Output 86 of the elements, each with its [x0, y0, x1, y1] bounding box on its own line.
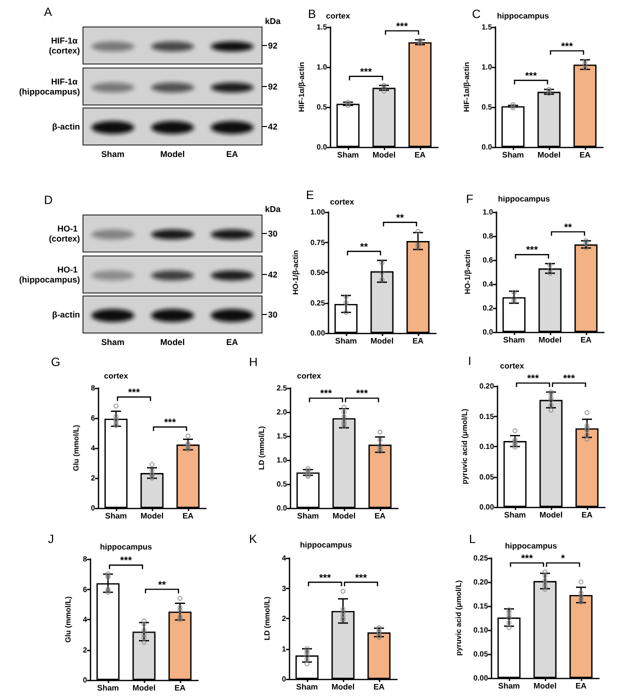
category-label: HIF-1α (cortex) — [48, 36, 80, 56]
x-tick-label: Sham — [297, 512, 319, 520]
annotation: ** — [158, 580, 166, 591]
annotation: *** — [396, 21, 408, 32]
x-tick-label: EA — [174, 684, 186, 692]
category-label: β-actin — [52, 122, 80, 132]
category-label: 92 — [268, 82, 278, 92]
annotation: *** — [128, 388, 140, 398]
chart-subtitle: hippocampus — [497, 12, 550, 20]
chart-subtitle: hippocampus — [300, 540, 353, 550]
category-label: HO-1 (cortex) — [48, 224, 80, 244]
x-tick-label: Sham — [504, 510, 526, 520]
chart-subtitle: cortex — [104, 372, 129, 380]
chart-subtitle: cortex — [330, 198, 355, 206]
annotation: *** — [360, 66, 372, 78]
x-tick-label: EA — [182, 512, 194, 520]
text: *** — [527, 374, 539, 385]
category-label: β-actin — [52, 310, 80, 320]
category-label: 92 — [268, 40, 278, 50]
chart-title: C — [472, 7, 481, 21]
category-label: 42 — [268, 270, 278, 280]
chart-subtitle: cortex — [297, 372, 322, 380]
chart-subtitle: cortex — [326, 12, 351, 20]
x-tick-label: Sham — [335, 336, 357, 346]
x-tick-label: Sham — [296, 682, 318, 692]
x-tick-label: Model — [372, 150, 396, 160]
x-tick-label: Model — [538, 336, 562, 344]
text: kDa — [265, 204, 281, 214]
x-tick-label: Model — [132, 684, 156, 692]
chart-title: F — [466, 192, 474, 206]
chart-title: J — [48, 532, 54, 546]
x-tick-label: Model — [539, 510, 563, 520]
x-tick-label: EA — [580, 336, 592, 344]
annotation: *** — [561, 41, 573, 52]
category-label: 30 — [268, 228, 278, 238]
x-tick-label: EA — [374, 512, 386, 520]
x-tick-label: Sham — [498, 682, 520, 690]
x-tick-label: Model — [533, 682, 557, 690]
chart-subtitle: hippocampus — [498, 194, 551, 204]
x-tick-label: EA — [412, 336, 424, 346]
chart-title: H — [249, 355, 258, 369]
x-tick-label: Sham — [105, 512, 127, 520]
x-tick-label: Model — [370, 336, 394, 346]
annotation: *** — [526, 245, 538, 256]
chart-title: G — [51, 355, 60, 369]
annotation: *** — [319, 572, 331, 584]
text: kDa — [265, 16, 281, 26]
annotation: *** — [320, 388, 332, 400]
chart-title: I — [468, 354, 472, 368]
annotation: ** — [360, 242, 368, 253]
x-tick-label: Model — [332, 512, 356, 520]
x-tick-label: Sham — [97, 684, 119, 692]
annotation: *** — [120, 556, 132, 567]
chart-subtitle: hippocampus — [100, 542, 153, 552]
category-label: 30 — [268, 310, 278, 320]
text: A — [44, 5, 52, 19]
annotation: *** — [355, 572, 367, 584]
annotation: * — [561, 553, 566, 564]
chart-title: B — [308, 7, 316, 21]
x-tick-label: EA — [414, 150, 426, 160]
chart-subtitle: cortex — [500, 362, 525, 370]
annotation: *** — [164, 418, 176, 428]
annotation: *** — [525, 70, 537, 82]
annotation: ** — [564, 222, 572, 234]
x-tick-label: EA — [581, 510, 593, 520]
chart-title: L — [469, 532, 476, 546]
chart-title: E — [306, 188, 314, 202]
annotation: ** — [396, 212, 404, 224]
x-tick-label: Sham — [337, 150, 359, 160]
category-label: HIF-1α (hippocampus) — [19, 76, 80, 96]
annotation: *** — [356, 388, 368, 400]
x-tick-label: Model — [140, 512, 164, 520]
category-label: 42 — [268, 122, 278, 132]
x-tick-label: EA — [373, 682, 385, 692]
x-tick-label: EA — [575, 682, 587, 690]
x-tick-label: Model — [331, 682, 355, 692]
x-tick-label: Sham — [503, 336, 525, 344]
text: *** — [563, 374, 575, 385]
x-tick-label: EA — [579, 150, 591, 160]
x-tick-label: Sham — [502, 150, 524, 160]
chart-title: K — [249, 532, 258, 546]
x-tick-label: Model — [537, 150, 561, 160]
text: D — [44, 193, 53, 207]
chart-subtitle: hippocampus — [505, 542, 558, 550]
annotation: *** — [521, 553, 533, 564]
category-label: HO-1 (hippocampus) — [19, 264, 80, 284]
